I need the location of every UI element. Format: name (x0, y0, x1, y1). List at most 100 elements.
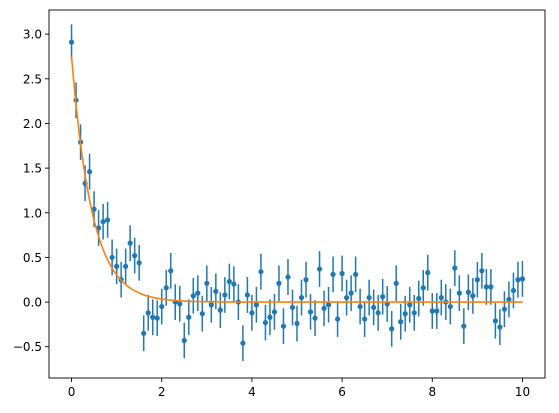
data-point (136, 260, 142, 266)
data-point (132, 253, 138, 259)
data-point (362, 316, 368, 322)
data-point (429, 308, 435, 314)
data-point (393, 280, 399, 286)
x-tick-label: 4 (248, 385, 256, 399)
data-point (262, 320, 269, 326)
data-point (271, 309, 278, 315)
data-point (344, 295, 350, 301)
y-tick-label: 2.5 (23, 72, 42, 86)
fit-curve (70, 56, 523, 303)
data-point (434, 308, 440, 314)
data-point (312, 315, 318, 321)
data-point (438, 295, 444, 301)
data-point (515, 277, 521, 283)
x-tick-label: 6 (338, 385, 346, 399)
data-point (501, 306, 508, 312)
data-point (231, 281, 237, 287)
data-point (411, 310, 417, 316)
y-tick-label: 2.0 (23, 117, 42, 131)
data-point (86, 169, 93, 175)
data-point (465, 289, 471, 295)
data-point (371, 304, 377, 311)
axes: 0 2 4 6 8 10 −0.5 0.0 0.5 1.0 1.5 2.0 2.5 3.0 (13, 9, 546, 399)
data-point (303, 277, 309, 283)
data-point (474, 277, 480, 283)
data-point (447, 303, 453, 310)
data-point (470, 293, 476, 299)
data-point (398, 319, 404, 325)
data-point (240, 340, 246, 346)
data-point (267, 314, 273, 320)
data-point (416, 295, 422, 302)
data-point (497, 324, 503, 330)
x-tick-label: 10 (515, 385, 530, 399)
axes-frame (48, 9, 546, 379)
data-point (195, 290, 201, 296)
data-point (280, 323, 287, 329)
data-point (294, 320, 300, 327)
data-point (375, 310, 381, 316)
data-point (154, 315, 160, 321)
data-point (452, 265, 458, 271)
data-point (217, 307, 223, 313)
data-point (91, 206, 97, 212)
data-point (366, 295, 372, 301)
data-point (289, 304, 296, 311)
data-point (208, 302, 214, 308)
data-point (114, 263, 120, 269)
data-point (479, 268, 485, 274)
data-point (68, 39, 75, 45)
data-point (510, 287, 517, 294)
data-point (456, 290, 462, 296)
data-point (249, 310, 255, 316)
data-point (334, 316, 341, 322)
data-point (339, 270, 345, 277)
data-point (407, 302, 413, 308)
y-tick-label: 1.0 (23, 206, 42, 220)
data-point (109, 254, 115, 261)
y-tick-label: 3.0 (23, 28, 42, 42)
data-point (123, 263, 129, 269)
data-point (222, 292, 228, 298)
data-point (226, 278, 232, 285)
data-point (389, 326, 395, 332)
data-point (353, 271, 359, 277)
data-point (177, 301, 183, 307)
data-point (357, 303, 363, 310)
data-point (276, 280, 282, 286)
data-point (204, 280, 210, 286)
data-point (307, 309, 314, 315)
data-point (488, 284, 494, 290)
data-point (258, 269, 264, 275)
data-point (492, 318, 498, 324)
data-point (420, 285, 426, 291)
data-point (186, 314, 192, 320)
data-point (506, 296, 512, 302)
data-point (181, 337, 187, 344)
data-point (298, 295, 305, 301)
y-tick-label: 0.5 (23, 251, 42, 265)
data-point (199, 311, 205, 317)
data-point (163, 285, 169, 291)
data-point (519, 276, 526, 282)
x-tick-label: 0 (68, 385, 76, 399)
data-point (159, 303, 165, 310)
x-tick-label: 8 (428, 385, 436, 399)
data-point (316, 266, 323, 272)
data-point (348, 290, 354, 296)
data-point (105, 217, 111, 223)
y-tick-label: 1.5 (23, 162, 42, 176)
data-point (483, 284, 489, 290)
y-tick-label: −0.5 (13, 340, 42, 354)
data-point (325, 302, 332, 308)
data-point (244, 292, 250, 298)
data-point (402, 311, 408, 317)
data-point (213, 288, 219, 294)
data-point (425, 270, 431, 276)
data-point (150, 314, 156, 320)
data-point (321, 305, 327, 311)
data-point (253, 302, 260, 308)
data-point (145, 310, 151, 316)
